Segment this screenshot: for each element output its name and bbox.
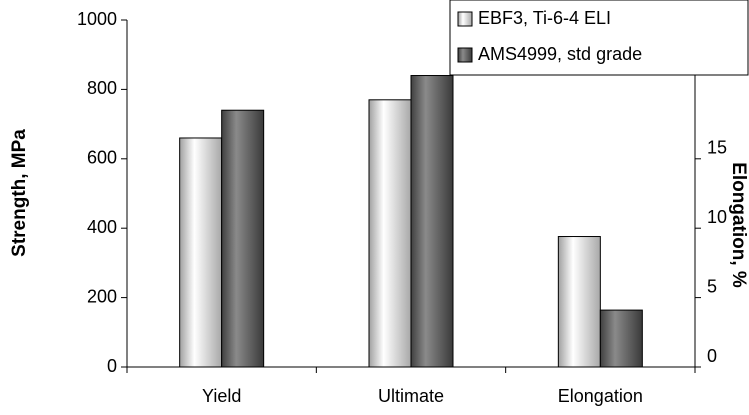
legend-label: AMS4999, std grade (478, 44, 642, 64)
x-tick-label: Ultimate (378, 386, 444, 406)
bar (410, 75, 454, 368)
y-tick-label: 200 (87, 286, 117, 306)
bar (368, 99, 412, 368)
legend-swatch (457, 47, 473, 63)
bar (557, 236, 601, 368)
y2-tick-label: 15 (707, 138, 727, 158)
y-tick-label: 600 (87, 148, 117, 168)
y2-tick-label: 5 (707, 276, 717, 296)
y-axis-title: Strength, MPa (9, 129, 30, 257)
y-tick-label: 400 (87, 217, 117, 237)
legend-label: EBF3, Ti-6-4 ELI (478, 8, 611, 28)
y2-tick-label: 10 (707, 207, 727, 227)
legend-swatch (457, 11, 473, 27)
y2-tick-label: 0 (707, 346, 717, 366)
y2-axis-title: Elongation, % (728, 162, 749, 288)
bar (179, 137, 223, 368)
x-tick-label: Elongation (558, 386, 643, 406)
y-tick-label: 1000 (77, 9, 117, 29)
bar (221, 109, 265, 368)
y-tick-label: 800 (87, 78, 117, 98)
y-tick-label: 0 (107, 356, 117, 376)
x-tick-label: Yield (202, 386, 241, 406)
legend-box (449, 0, 749, 76)
bar (599, 309, 643, 368)
